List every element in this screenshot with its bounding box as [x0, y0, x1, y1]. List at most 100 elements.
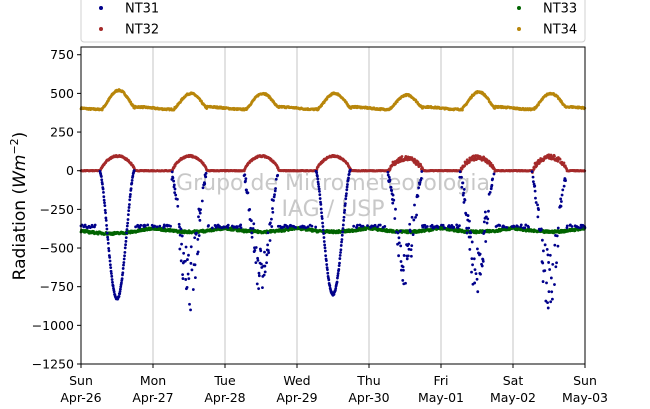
nt31-point — [146, 223, 150, 227]
nt31-point — [266, 243, 270, 247]
nt31-point — [321, 225, 325, 228]
nt31-point — [340, 233, 344, 237]
legend-label-nt33: NT33 — [543, 2, 577, 17]
nt31-point — [565, 224, 569, 228]
nt31-point — [534, 196, 537, 200]
nt31-point — [252, 222, 256, 226]
nt31-point — [132, 169, 136, 172]
legend-marker-nt34 — [517, 27, 521, 31]
nt31-point — [411, 233, 415, 236]
nt31-point — [402, 268, 405, 272]
nt31-point — [105, 227, 109, 231]
nt31-point — [110, 272, 113, 275]
x-tick-day: Sat — [503, 373, 524, 388]
nt31-point — [478, 252, 482, 256]
nt31-point — [124, 239, 128, 243]
nt31-point — [397, 236, 401, 240]
nt31-point — [324, 254, 328, 258]
nt31-point — [416, 194, 420, 198]
nt31-point — [498, 224, 502, 227]
nt31-point — [130, 181, 134, 185]
nt31-point — [173, 187, 177, 191]
nt31-point — [399, 244, 403, 248]
nt31-point — [127, 209, 131, 213]
nt31-point — [131, 174, 135, 178]
nt31-point — [549, 300, 553, 304]
nt31-point — [318, 189, 321, 193]
nt31-point — [338, 253, 342, 257]
nt31-point — [122, 263, 125, 267]
nt31-point — [325, 263, 329, 266]
nt31-point — [195, 231, 198, 235]
nt31-point — [531, 180, 535, 184]
nt31-point — [248, 207, 252, 211]
nt31-point — [107, 247, 111, 250]
nt31-point — [257, 271, 261, 275]
watermark-line-2: IAG / USP — [282, 197, 385, 222]
nt31-point — [270, 217, 273, 221]
nt31-point — [533, 189, 537, 193]
nt31-point — [343, 202, 347, 205]
nt31-point — [559, 200, 563, 203]
nt31-point — [182, 251, 186, 255]
nt31-point — [261, 286, 264, 289]
nt31-point — [378, 223, 382, 227]
nt31-point — [226, 226, 230, 229]
nt31-point — [103, 204, 107, 208]
nt31-point — [106, 238, 110, 241]
nt31-point — [104, 216, 108, 220]
nt31-point — [324, 259, 328, 263]
watermark: Grupo de Micrometeorologia IAG / USP — [176, 171, 490, 222]
x-tick-label: Apr-29 — [276, 390, 317, 405]
y-tick-label: −250 — [40, 202, 74, 217]
nt31-point — [263, 270, 267, 274]
nt31-point — [263, 250, 266, 254]
nt31-point — [386, 170, 390, 174]
nt31-point — [196, 238, 200, 241]
x-tick-day: Sun — [69, 373, 93, 388]
nt31-point — [533, 184, 537, 188]
nt31-point — [317, 185, 321, 189]
nt31-point — [272, 199, 275, 202]
nt31-point — [418, 181, 422, 185]
x-tick-label: May-03 — [562, 390, 608, 405]
nt31-point — [564, 179, 567, 183]
nt31-point — [265, 253, 269, 257]
nt31-point — [547, 261, 550, 264]
nt31-point — [553, 283, 556, 286]
nt31-point — [126, 221, 130, 225]
nt31-point — [268, 239, 272, 242]
nt31-point — [254, 261, 258, 265]
nt31-point — [546, 306, 550, 310]
nt31-point — [322, 236, 326, 239]
nt31-point — [201, 186, 205, 190]
nt31-point — [270, 225, 274, 228]
nt31-point — [476, 290, 480, 294]
nt31-point — [314, 225, 318, 229]
nt31-point — [536, 203, 539, 207]
nt31-point — [441, 223, 445, 227]
y-tick-label: 500 — [50, 86, 74, 101]
nt31-point — [545, 247, 549, 251]
nt31-point — [257, 287, 261, 291]
nt31-point — [170, 170, 174, 174]
nt31-point — [108, 263, 112, 267]
legend-marker-nt32 — [99, 27, 103, 31]
nt31-point — [126, 218, 130, 221]
y-tick-label: 250 — [50, 125, 74, 140]
nt31-point — [259, 249, 263, 253]
nt31-point — [268, 221, 272, 225]
nt31-point — [461, 181, 465, 185]
nt31-point — [401, 279, 405, 282]
nt31-point — [99, 175, 103, 178]
nt31-point — [512, 225, 516, 229]
nt31-point — [189, 245, 193, 249]
nt31-point — [469, 231, 473, 235]
nt31-point — [485, 221, 489, 225]
nt31-point — [123, 254, 126, 258]
nt31-point — [235, 226, 239, 229]
nt31-point — [318, 197, 322, 200]
nt31-point — [226, 223, 230, 227]
nt31-point — [340, 240, 343, 244]
